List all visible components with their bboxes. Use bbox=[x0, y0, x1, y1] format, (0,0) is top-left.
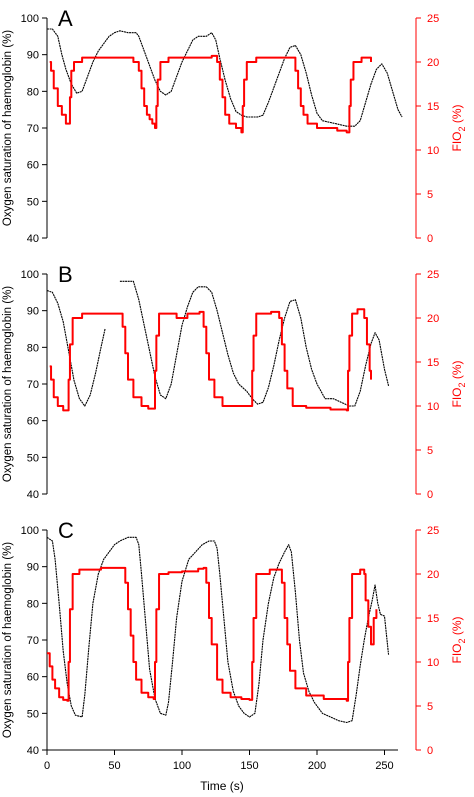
saturation-series-line bbox=[119, 280, 390, 407]
left-tick-label: 70 bbox=[27, 379, 39, 391]
right-tick-label: 25 bbox=[427, 269, 439, 281]
left-tick-label: 40 bbox=[27, 745, 39, 757]
left-tick-label: 40 bbox=[27, 489, 39, 501]
right-tick-label: 0 bbox=[427, 745, 433, 757]
fio-label-main: FIO bbox=[450, 132, 464, 152]
x-tick-label: 250 bbox=[375, 760, 393, 772]
right-tick-label: 15 bbox=[427, 613, 439, 625]
fio-label-main: FIO bbox=[450, 388, 464, 408]
right-tick-label: 20 bbox=[427, 313, 439, 325]
left-tick-label: 80 bbox=[27, 342, 39, 354]
right-tick-label: 5 bbox=[427, 701, 433, 713]
right-tick-label: 0 bbox=[427, 233, 433, 245]
left-tick-label: 40 bbox=[27, 233, 39, 245]
panel-label: C bbox=[58, 518, 74, 543]
fio-label-subscript: 2 bbox=[457, 126, 467, 131]
x-axis-label: Time (s) bbox=[200, 779, 244, 793]
right-tick-label: 10 bbox=[427, 657, 439, 669]
left-tick-label: 70 bbox=[27, 635, 39, 647]
left-tick-label: 90 bbox=[27, 562, 39, 574]
fio2-series-line bbox=[47, 566, 378, 702]
y-axis-label-right: FIO2 (%) bbox=[450, 360, 467, 407]
right-tick-label: 5 bbox=[427, 189, 433, 201]
x-tick-label: 100 bbox=[173, 760, 191, 772]
right-tick-label: 10 bbox=[427, 145, 439, 157]
left-tick-label: 80 bbox=[27, 86, 39, 98]
saturation-series-line bbox=[47, 28, 403, 127]
right-tick-label: 0 bbox=[427, 489, 433, 501]
left-tick-label: 100 bbox=[21, 525, 39, 537]
fio-label-subscript: 2 bbox=[457, 382, 467, 387]
panel-label: B bbox=[58, 262, 73, 287]
fio-label-unit: (%) bbox=[450, 104, 464, 126]
left-tick-label: 100 bbox=[21, 269, 39, 281]
y-axis-label-right: FIO2 (%) bbox=[450, 616, 467, 663]
saturation-series-line bbox=[46, 536, 390, 724]
right-tick-label: 20 bbox=[427, 569, 439, 581]
saturation-series-line bbox=[46, 289, 106, 407]
left-tick-label: 80 bbox=[27, 598, 39, 610]
x-tick-label: 50 bbox=[108, 760, 120, 772]
x-tick-label: 200 bbox=[308, 760, 326, 772]
fio-label-unit: (%) bbox=[450, 360, 464, 382]
left-tick-label: 50 bbox=[27, 196, 39, 208]
fio-label-subscript: 2 bbox=[457, 638, 467, 643]
fio-label-unit: (%) bbox=[450, 616, 464, 638]
panel-label: A bbox=[58, 6, 73, 31]
right-tick-label: 20 bbox=[427, 57, 439, 69]
right-tick-label: 15 bbox=[427, 357, 439, 369]
x-tick-label: 0 bbox=[44, 760, 50, 772]
right-tick-label: 10 bbox=[427, 401, 439, 413]
y-axis-label-left: Oxygen saturation of haemoglobin (%) bbox=[2, 30, 14, 226]
fio-label-main: FIO bbox=[450, 644, 464, 664]
right-tick-label: 5 bbox=[427, 445, 433, 457]
fio2-series-line bbox=[49, 54, 372, 134]
right-tick-label: 15 bbox=[427, 101, 439, 113]
left-tick-label: 90 bbox=[27, 306, 39, 318]
x-tick-label: 150 bbox=[240, 760, 258, 772]
right-tick-label: 25 bbox=[427, 525, 439, 537]
left-tick-label: 90 bbox=[27, 50, 39, 62]
left-tick-label: 60 bbox=[27, 672, 39, 684]
fio2-series-line bbox=[49, 308, 372, 412]
left-tick-label: 60 bbox=[27, 416, 39, 428]
left-tick-label: 50 bbox=[27, 708, 39, 720]
y-axis-label-right: FIO2 (%) bbox=[450, 104, 467, 151]
y-axis-label-left: Oxygen saturation of haemoglobin (%) bbox=[2, 542, 14, 738]
left-tick-label: 60 bbox=[27, 160, 39, 172]
right-tick-label: 25 bbox=[427, 13, 439, 25]
y-axis-label-left: Oxygen saturation of haemoglobin (%) bbox=[2, 286, 14, 482]
left-tick-label: 100 bbox=[21, 13, 39, 25]
left-tick-label: 50 bbox=[27, 452, 39, 464]
left-tick-label: 70 bbox=[27, 123, 39, 135]
